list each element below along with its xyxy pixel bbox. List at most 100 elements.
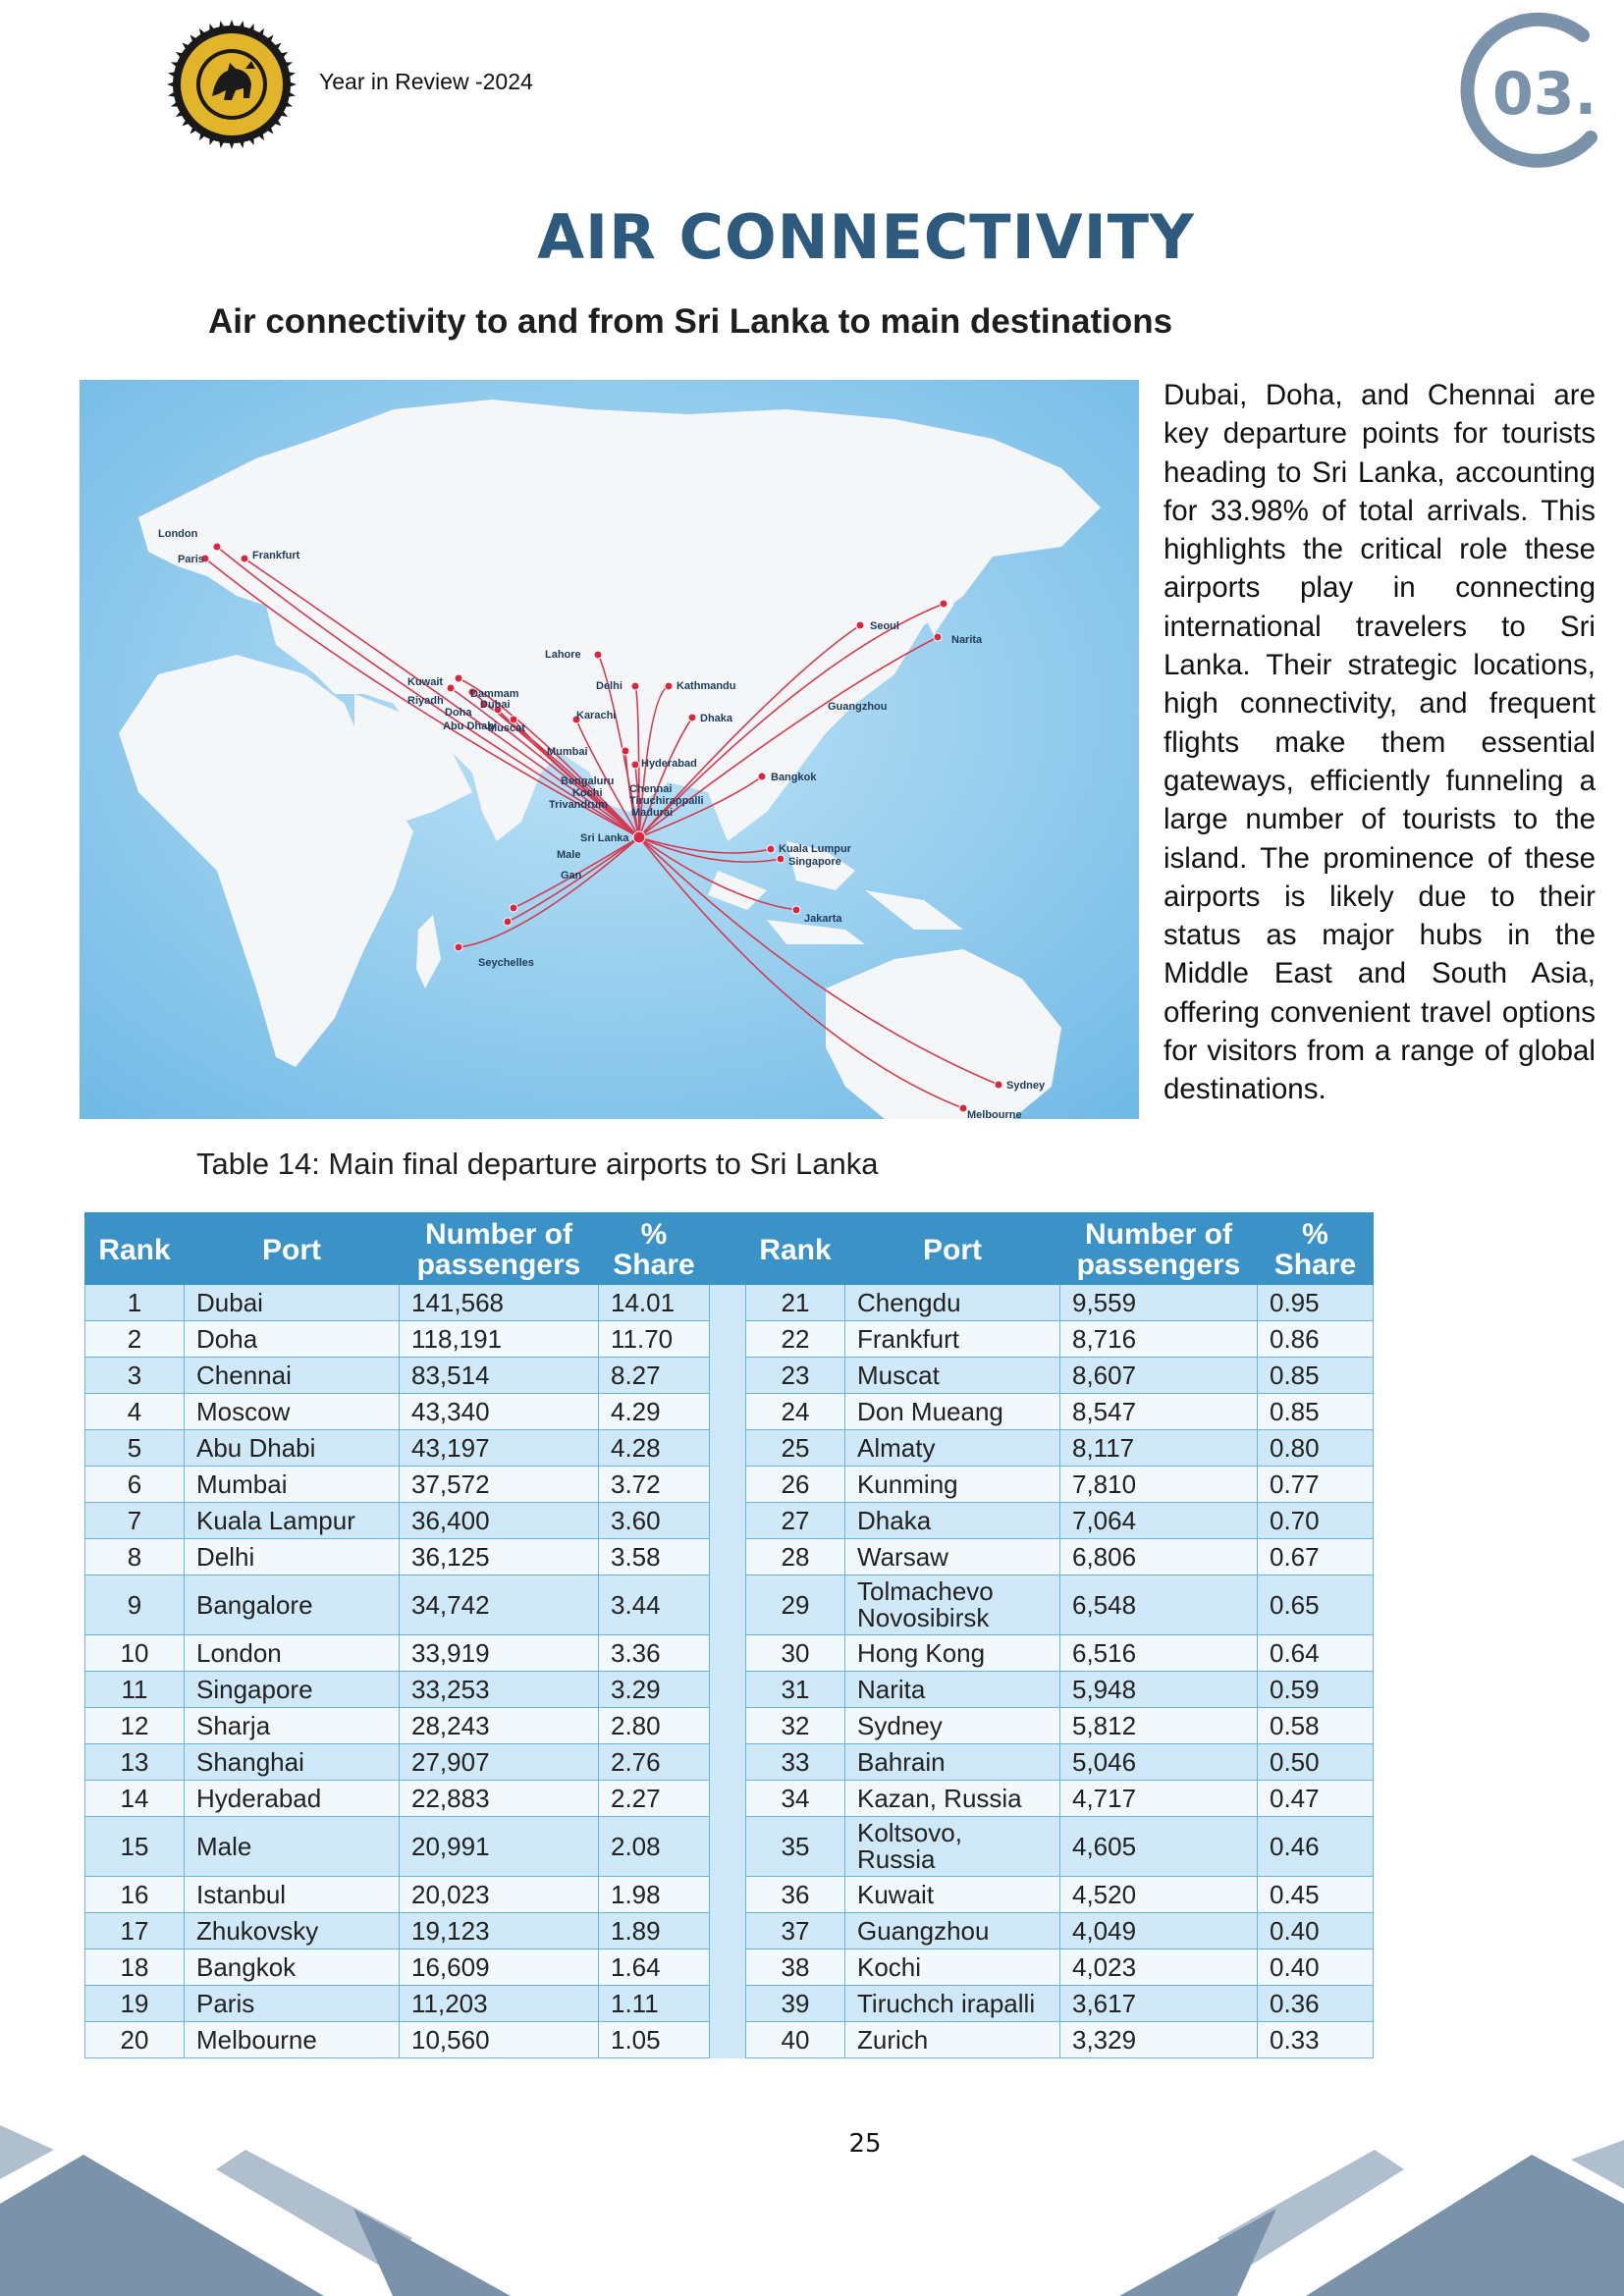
airport-markers	[200, 542, 1003, 1113]
svg-text:Melbourne: Melbourne	[967, 1109, 1022, 1119]
cell-share: 1.05	[598, 2021, 710, 2058]
cell-passengers: 4,049	[1059, 1912, 1258, 1949]
table-row: 20 Melbourne 10,560 1.05 40 Zurich 3,329 0.33	[84, 2021, 1374, 2058]
cell-port: Almaty	[844, 1429, 1060, 1467]
cell-rank: 21	[745, 1284, 845, 1321]
page-number: 25	[848, 2129, 882, 2159]
cell-share: 0.36	[1257, 1985, 1374, 2022]
routes	[204, 546, 1000, 1109]
cell-share: 0.67	[1257, 1538, 1374, 1575]
svg-text:Kuwait: Kuwait	[407, 676, 443, 688]
column-gap	[709, 1284, 746, 1321]
chapter-badge: 03.	[1460, 12, 1597, 168]
cell-port: Frankfurt	[844, 1320, 1060, 1358]
page-title: AIR CONNECTIVITY	[537, 201, 1195, 273]
cell-port: London	[184, 1634, 400, 1672]
cell-port: Kochi	[844, 1949, 1060, 1986]
column-gap	[709, 1743, 746, 1781]
cell-passengers: 7,064	[1059, 1502, 1258, 1539]
cell-port: Kuala Lampur	[184, 1502, 400, 1539]
cell-rank: 32	[745, 1707, 845, 1744]
report-label: Year in Review -2024	[319, 69, 533, 94]
table-row: 16 Istanbul 20,023 1.98 36 Kuwait 4,520 0.45	[84, 1876, 1374, 1913]
cell-passengers: 8,607	[1059, 1357, 1258, 1394]
table-row: 15 Male 20,991 2.08 35 Koltsovo, Russia 4,605 0.…	[84, 1816, 1374, 1877]
cell-share: 0.47	[1257, 1780, 1374, 1817]
table-row: 7 Kuala Lampur 36,400 3.60 27 Dhaka 7,064 0.70	[84, 1502, 1374, 1539]
cell-rank: 34	[745, 1780, 845, 1817]
cell-share: 14.01	[598, 1284, 710, 1321]
svg-text:Dubai: Dubai	[480, 699, 511, 711]
column-gap	[709, 1985, 746, 2022]
cell-share: 0.86	[1257, 1320, 1374, 1358]
cell-rank: 38	[745, 1949, 845, 1986]
header-port: Port	[184, 1212, 400, 1285]
column-gap	[709, 1502, 746, 1539]
header-passengers: Number of passengers	[399, 1212, 599, 1285]
cell-passengers: 36,125	[399, 1538, 599, 1575]
cell-port: Moscow	[184, 1393, 400, 1430]
cell-passengers: 33,919	[399, 1634, 599, 1672]
cell-port: Delhi	[184, 1538, 400, 1575]
column-gap	[709, 1876, 746, 1913]
cell-rank: 16	[84, 1876, 185, 1913]
cell-rank: 4	[84, 1393, 185, 1430]
table-row: 12 Sharja 28,243 2.80 32 Sydney 5,812 0.58	[84, 1707, 1374, 1744]
cell-rank: 2	[84, 1320, 185, 1358]
cell-rank: 9	[84, 1575, 185, 1635]
cell-passengers: 8,547	[1059, 1393, 1258, 1430]
cell-port: Paris	[184, 1985, 400, 2022]
svg-text:Seoul: Seoul	[870, 620, 899, 632]
cell-share: 0.33	[1257, 2021, 1374, 2058]
table-row: 6 Mumbai 37,572 3.72 26 Kunming 7,810 0.77	[84, 1466, 1374, 1503]
cell-passengers: 36,400	[399, 1502, 599, 1539]
cell-passengers: 16,609	[399, 1949, 599, 1986]
cell-port: Doha	[184, 1320, 400, 1358]
cell-share: 0.50	[1257, 1743, 1374, 1781]
cell-port: Muscat	[844, 1357, 1060, 1394]
cell-rank: 26	[745, 1466, 845, 1503]
cell-rank: 33	[745, 1743, 845, 1781]
footer-decoration	[0, 2125, 1624, 2296]
cell-port: Narita	[844, 1671, 1060, 1708]
table-caption: Table 14: Main final departure airports …	[196, 1147, 879, 1181]
cell-passengers: 141,568	[399, 1284, 599, 1321]
cell-port: Kunming	[844, 1466, 1060, 1503]
svg-text:Hyderabad: Hyderabad	[641, 758, 697, 770]
cell-passengers: 5,046	[1059, 1743, 1258, 1781]
svg-text:Bengaluru: Bengaluru	[561, 775, 614, 787]
cell-rank: 10	[84, 1634, 185, 1672]
cell-port: Male	[184, 1816, 400, 1877]
cell-port: Kuwait	[844, 1876, 1060, 1913]
cell-rank: 36	[745, 1876, 845, 1913]
cell-share: 0.95	[1257, 1284, 1374, 1321]
cell-rank: 23	[745, 1357, 845, 1394]
cell-port: Melbourne	[184, 2021, 400, 2058]
cell-rank: 18	[84, 1949, 185, 1986]
cell-rank: 17	[84, 1912, 185, 1949]
svg-text:Frankfurt: Frankfurt	[252, 550, 300, 561]
svg-text:Doha: Doha	[445, 707, 472, 719]
cell-port: Singapore	[184, 1671, 400, 1708]
departure-airports-table-container: Rank Port Number of passengers % Share Ran…	[84, 1212, 1374, 2058]
cell-share: 4.28	[598, 1429, 710, 1467]
cell-share: 0.64	[1257, 1634, 1374, 1672]
cell-rank: 24	[745, 1393, 845, 1430]
cell-passengers: 20,023	[399, 1876, 599, 1913]
table-row: 8 Delhi 36,125 3.58 28 Warsaw 6,806 0.67	[84, 1538, 1374, 1575]
table-row: 9 Bangalore 34,742 3.44 29 Tolmachevo Novosibi…	[84, 1575, 1374, 1635]
cell-passengers: 4,023	[1059, 1949, 1258, 1986]
cell-passengers: 7,810	[1059, 1466, 1258, 1503]
cell-port: Mumbai	[184, 1466, 400, 1503]
header-port: Port	[844, 1212, 1060, 1285]
cell-share: 3.60	[598, 1502, 710, 1539]
svg-text:Paris: Paris	[178, 554, 204, 565]
cell-rank: 25	[745, 1429, 845, 1467]
cell-share: 0.58	[1257, 1707, 1374, 1744]
cell-rank: 5	[84, 1429, 185, 1467]
cell-rank: 6	[84, 1466, 185, 1503]
cell-passengers: 19,123	[399, 1912, 599, 1949]
cell-port: Hong Kong	[844, 1634, 1060, 1672]
column-gap	[709, 1466, 746, 1503]
cell-passengers: 37,572	[399, 1466, 599, 1503]
